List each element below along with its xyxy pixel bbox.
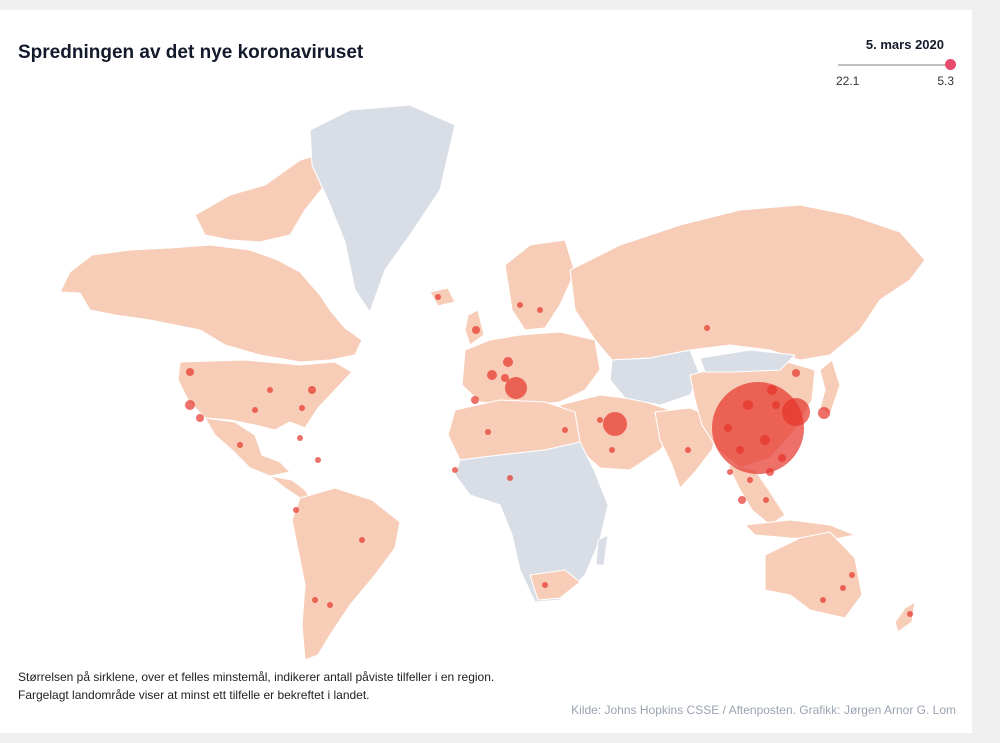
bubble-dominican: [315, 457, 321, 463]
land-iceland: [429, 287, 456, 307]
bubble-uk: [472, 326, 480, 334]
land-mongolia: [699, 349, 796, 373]
bubble-russia-east: [792, 369, 800, 377]
bubble-china-2: [743, 400, 753, 410]
bubble-texas: [252, 407, 258, 413]
bubble-australia-2: [820, 597, 826, 603]
land-australia: [764, 531, 863, 619]
bubble-china-5: [778, 454, 786, 462]
land-central-asia: [609, 349, 701, 406]
bubble-japan: [818, 407, 830, 419]
bubble-hubei: [712, 382, 804, 474]
land-southeast-asia: [727, 464, 786, 526]
bubble-france: [487, 370, 497, 380]
land-mexico: [204, 417, 291, 477]
slider-end-label: 5.3: [937, 74, 954, 88]
bubble-china-4: [736, 446, 744, 454]
bubble-sweden: [537, 307, 543, 313]
map-card: Spredningen av det nye koronaviruset 5. …: [0, 10, 972, 733]
bubble-germany: [503, 357, 513, 367]
bubble-saudi: [609, 447, 615, 453]
bubble-us-east: [299, 405, 305, 411]
land-europe: [461, 331, 601, 406]
bubble-iceland: [435, 294, 441, 300]
bubble-senegal: [452, 467, 458, 473]
bubble-china-1: [767, 385, 777, 395]
land-canada-arctic: [194, 151, 331, 243]
slider-start-label: 22.1: [836, 74, 860, 88]
date-slider[interactable]: 5. mars 2020 22.1 5.3: [836, 34, 958, 90]
bubble-italy: [505, 377, 527, 399]
bubble-california-2: [196, 414, 204, 422]
bubble-nigeria: [507, 475, 513, 481]
land-japan: [819, 359, 841, 416]
bubble-ecuador: [293, 507, 299, 513]
bubble-south-korea: [782, 398, 810, 426]
bubble-brazil: [359, 537, 365, 543]
slider-date-label: 5. mars 2020: [865, 37, 944, 52]
case-bubbles: [185, 294, 913, 617]
bubble-australia-1: [840, 585, 846, 591]
land-scandinavia: [504, 239, 576, 331]
bubble-seattle: [186, 368, 194, 376]
bubble-vietnam: [747, 477, 753, 483]
bubble-russia: [704, 325, 710, 331]
bubble-china-6: [724, 424, 732, 432]
bubble-norway: [517, 302, 523, 308]
bubble-argentina: [312, 597, 318, 603]
map-title: Spredningen av det nye koronaviruset: [18, 42, 364, 63]
bubble-algeria: [485, 429, 491, 435]
source-credit: Kilde: Johns Hopkins CSSE / Aftenposten.…: [571, 703, 956, 717]
world-map: [59, 104, 926, 661]
footnote-size: Størrelsen på sirklene, over et felles m…: [18, 670, 495, 684]
bubble-chile: [327, 602, 333, 608]
land-south-africa: [529, 569, 581, 601]
land-russia: [569, 204, 926, 361]
bubble-california-1: [185, 400, 195, 410]
bubble-florida: [297, 435, 303, 441]
bubble-switzerland: [501, 374, 509, 382]
bubble-egypt: [562, 427, 568, 433]
bubble-philippines: [763, 497, 769, 503]
bubble-south-africa: [542, 582, 548, 588]
land-canada: [59, 244, 363, 363]
bubble-us-central: [267, 387, 273, 393]
land-greenland: [309, 104, 456, 313]
bubble-china-3: [760, 435, 770, 445]
bubble-new-zealand: [907, 611, 913, 617]
bubble-mexico: [237, 442, 243, 448]
footnote-color: Fargelagt landområde viser at minst ett …: [18, 688, 370, 702]
bubble-thailand: [727, 469, 733, 475]
land-new-zealand: [894, 601, 916, 633]
land-south-america: [291, 487, 401, 661]
bubble-spain: [471, 396, 479, 404]
land-madagascar: [595, 534, 609, 566]
slider-handle[interactable]: [944, 59, 956, 70]
bubble-new-york: [308, 386, 316, 394]
bubble-singapore: [738, 496, 746, 504]
bubble-beijing: [772, 401, 780, 409]
bubble-hong-kong: [766, 468, 774, 476]
bubble-australia-3: [849, 572, 855, 578]
slider-track[interactable]: [838, 64, 950, 66]
land-indonesia: [744, 519, 856, 541]
bubble-iraq: [597, 417, 603, 423]
bubble-india: [685, 447, 691, 453]
bubble-iran: [603, 412, 627, 436]
land-usa: [177, 359, 353, 431]
